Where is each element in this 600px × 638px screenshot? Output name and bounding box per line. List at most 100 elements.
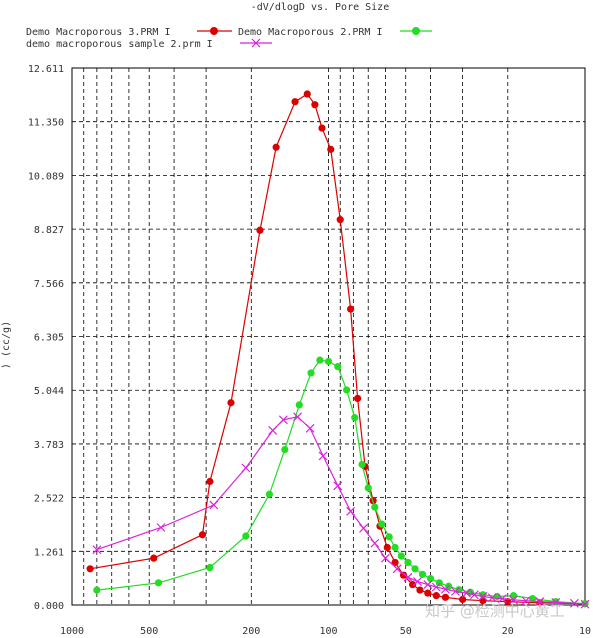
data-point: [404, 558, 412, 567]
data-point: [343, 386, 351, 394]
data-point: [333, 481, 343, 491]
data-point: [311, 101, 319, 109]
series-1: [86, 90, 589, 608]
data-point: [364, 484, 372, 492]
x-tick-label: 100: [319, 626, 337, 637]
y-tick-label: 5.044: [34, 386, 64, 397]
data-point: [293, 412, 302, 422]
x-tick-label: 20: [502, 626, 514, 637]
data-point: [154, 579, 163, 587]
data-point: [150, 554, 158, 562]
data-point: [295, 401, 303, 409]
y-tick-label: 2.522: [34, 494, 64, 505]
data-point: [93, 586, 101, 594]
watermark: 知乎 @检测中心黄工: [425, 602, 565, 620]
plot-frame: [71, 67, 586, 606]
data-point: [359, 523, 368, 533]
y-tick-label: 7.566: [34, 279, 64, 290]
data-point: [281, 445, 289, 454]
data-point: [380, 553, 390, 563]
data-point: [206, 563, 214, 572]
series-3: [92, 412, 590, 609]
data-point: [303, 90, 311, 98]
data-point: [206, 477, 214, 486]
data-point: [383, 543, 391, 552]
data-point: [521, 596, 531, 606]
data-point: [378, 520, 386, 528]
y-tick-label: 6.305: [34, 333, 64, 344]
data-point: [272, 143, 280, 151]
legend-label-series-1: Demo Macroporous 3.PRM I: [26, 27, 171, 38]
series-group: [86, 90, 590, 609]
data-point: [291, 98, 299, 106]
data-point: [416, 586, 424, 594]
y-tick-label: 11.350: [28, 118, 64, 129]
series-line: [96, 359, 586, 605]
data-point: [580, 599, 590, 609]
series-line: [90, 93, 586, 605]
data-point: [469, 590, 479, 600]
data-point: [307, 369, 315, 377]
data-point: [265, 490, 273, 498]
y-tick-label: 12.611: [28, 64, 64, 75]
data-point: [551, 598, 561, 607]
data-point: [399, 571, 408, 579]
data-point: [529, 595, 537, 603]
data-point: [305, 423, 315, 433]
series-line: [96, 416, 586, 605]
data-point: [413, 577, 422, 587]
data-point: [346, 506, 356, 516]
data-point: [198, 531, 207, 539]
data-point: [324, 357, 333, 366]
data-point: [431, 582, 441, 592]
y-tick-label: 8.827: [34, 225, 64, 236]
data-point: [241, 463, 251, 473]
data-point: [435, 579, 443, 587]
data-point: [403, 572, 413, 582]
data-point: [569, 598, 579, 608]
data-point: [370, 538, 380, 548]
data-point: [316, 356, 324, 364]
data-point: [451, 586, 460, 596]
legend-marker-series-1: [210, 27, 218, 35]
x-tick-label: 500: [140, 626, 158, 637]
data-point: [334, 362, 342, 371]
y-tick-label: 3.783: [34, 440, 64, 451]
data-point: [209, 500, 219, 510]
data-point: [392, 564, 402, 574]
x-tick-label: 200: [242, 626, 260, 637]
data-point: [426, 574, 435, 583]
data-point: [461, 588, 471, 598]
data-point: [418, 570, 427, 578]
x-tick-label: 1000: [60, 626, 84, 637]
data-point: [552, 597, 560, 606]
legend-marker-series-3: [251, 38, 261, 48]
legend: Demo Macroporous 3.PRM I Demo Macroporou…: [26, 27, 432, 50]
chart-title: -dV/dlogD vs. Pore Size: [251, 2, 389, 13]
data-point: [354, 394, 362, 403]
data-point: [397, 552, 405, 560]
data-point: [424, 589, 432, 597]
data-point: [86, 565, 94, 573]
data-point: [535, 597, 545, 607]
data-point: [391, 543, 399, 552]
data-point: [432, 592, 440, 600]
data-point: [327, 145, 335, 153]
data-point: [423, 580, 433, 589]
x-tick-label: 10: [579, 626, 591, 637]
data-point: [441, 593, 450, 601]
data-point: [409, 580, 417, 589]
data-point: [358, 460, 366, 469]
data-point: [242, 532, 250, 540]
data-point: [385, 533, 393, 541]
data-point: [391, 558, 399, 567]
legend-label-series-2: Demo Macroporous 2.PRM I: [238, 27, 383, 38]
data-point: [441, 584, 450, 594]
data-point: [371, 503, 379, 511]
data-point: [227, 399, 235, 407]
data-point: [268, 425, 278, 435]
data-point: [509, 595, 518, 605]
y-axis-label: ) (cc/g): [1, 321, 12, 369]
data-point: [411, 565, 419, 573]
data-point: [256, 226, 264, 234]
